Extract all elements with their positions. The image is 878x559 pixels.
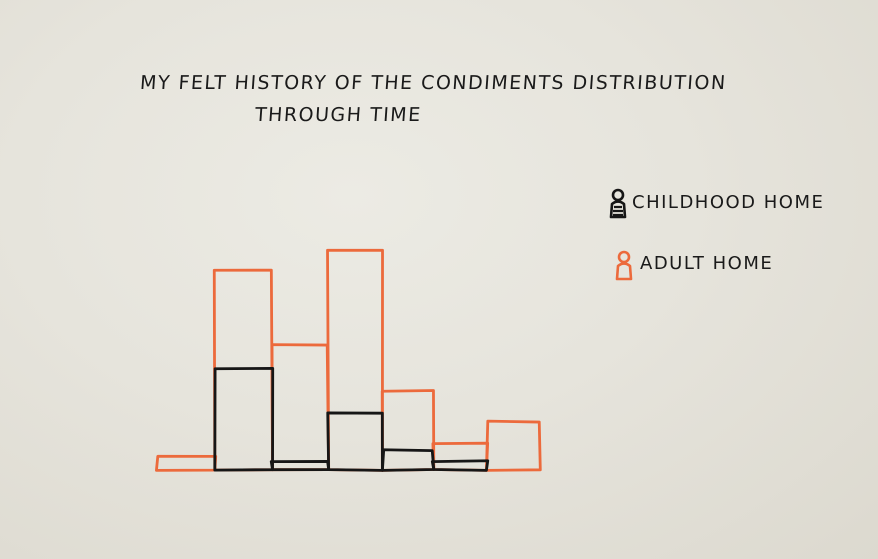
adult-home-bar-3 [270,343,331,472]
adult-home-bar-1 [155,454,218,472]
adult-home-legend-figure-icon [615,250,633,281]
legend [609,188,633,281]
childhood-home-legend-figure-icon [609,188,627,219]
childhood-home-bar-2 [213,366,275,472]
legend-label-adult-home: ADULT HOME [640,253,774,274]
legend-label-childhood-home: CHILDHOOD HOME [632,192,825,213]
adult-home-bar-4 [326,248,384,472]
adult-home-bar-6 [431,441,490,472]
childhood-home-bar-4 [326,411,384,472]
childhood-home-series [213,366,490,472]
adult-home-bar-5 [380,389,436,472]
adult-home-bar-2 [212,268,274,472]
childhood-home-bar-3 [269,460,331,472]
adult-home-bar-7 [485,419,542,472]
childhood-home-bar-5 [380,448,436,472]
childhood-home-bar-6 [430,459,490,472]
